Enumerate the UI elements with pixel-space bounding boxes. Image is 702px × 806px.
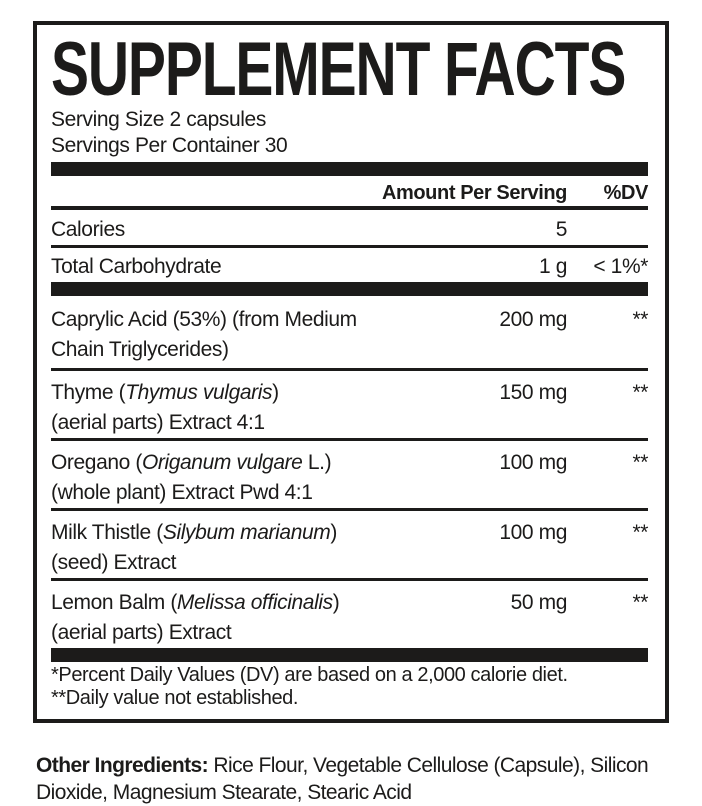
nutrient-name-suffix: ) — [332, 591, 340, 614]
nutrient-name: Calories — [51, 217, 337, 243]
label-title: SUPPLEMENT FACTS — [51, 27, 626, 112]
nutrient-dv: ** — [632, 591, 648, 614]
rule — [51, 438, 648, 441]
nutrient-name: Milk Thistle (Silybum marianum) (seed) E… — [51, 518, 337, 578]
rule — [51, 578, 648, 581]
nutrient-dv: ** — [632, 308, 648, 331]
nutrient-name-line2: (seed) Extract — [51, 551, 177, 574]
rule — [51, 508, 648, 511]
nutrient-amount: 1 g — [539, 255, 567, 278]
nutrient-latin-name: Silybum marianum — [162, 521, 331, 544]
divider-bar-middle — [51, 282, 648, 296]
rule — [51, 245, 648, 248]
nutrient-amount: 150 mg — [499, 381, 567, 404]
row-lemon-balm: Lemon Balm (Melissa officinalis) (aerial… — [51, 581, 648, 648]
nutrient-name-line1: Thyme (Thymus vulgaris) — [51, 378, 337, 408]
nutrient-name-line2: (aerial parts) Extract 4:1 — [51, 411, 265, 434]
nutrient-name-suffix: L.) — [302, 451, 332, 474]
nutrient-name: Total Carbohydrate — [51, 254, 337, 280]
divider-bar-bottom — [51, 648, 648, 662]
nutrient-latin-name: Melissa officinalis — [176, 591, 333, 614]
nutrient-name-suffix: ) — [330, 521, 337, 544]
nutrient-name-line1: Oregano (Origanum vulgare L.) — [51, 448, 337, 478]
nutrient-name-line2: (whole plant) Extract Pwd 4:1 — [51, 481, 313, 504]
row-thyme: Thyme (Thymus vulgaris) (aerial parts) E… — [51, 371, 648, 438]
row-caprylic-acid: Caprylic Acid (53%) (from Medium Chain T… — [51, 296, 648, 368]
footnote-daily-values: *Percent Daily Values (DV) are based on … — [51, 664, 568, 686]
rule-under-header — [51, 206, 648, 210]
nutrient-name: Lemon Balm (Melissa officinalis) (aerial… — [51, 588, 340, 648]
nutrient-amount: 100 mg — [499, 451, 567, 474]
nutrient-dv: ** — [632, 451, 648, 474]
row-total-carbohydrate: Total Carbohydrate 1 g < 1%* — [51, 248, 648, 282]
nutrient-amount: 200 mg — [499, 308, 567, 331]
nutrient-name-line1: Caprylic Acid (53%) (from Medium — [51, 305, 357, 335]
column-header-amount: Amount Per Serving — [381, 182, 567, 204]
divider-bar-top — [51, 162, 648, 176]
nutrient-name-suffix: ) — [272, 381, 279, 404]
nutrient-name: Caprylic Acid (53%) (from Medium Chain T… — [51, 305, 357, 365]
nutrient-amount: 100 mg — [499, 521, 567, 544]
other-ingredients-text: Rice Flour, Vegetable Cellulose (Capsule… — [36, 754, 649, 804]
row-calories: Calories 5 — [51, 210, 648, 245]
nutrient-dv: < 1%* — [593, 255, 648, 278]
nutrient-name-line2: (aerial parts) Extract — [51, 621, 232, 644]
nutrient-name-text: Calories — [51, 218, 125, 241]
nutrient-name: Oregano (Origanum vulgare L.) (whole pla… — [51, 448, 337, 508]
nutrient-latin-name: Thymus vulgaris — [125, 381, 273, 404]
nutrient-name-line1: Milk Thistle (Silybum marianum) — [51, 518, 337, 548]
row-oregano: Oregano (Origanum vulgare L.) (whole pla… — [51, 441, 648, 508]
nutrient-dv: ** — [632, 381, 648, 404]
serving-size: Serving Size 2 capsules — [51, 108, 266, 131]
facts-box: SUPPLEMENT FACTS Serving Size 2 capsules… — [33, 21, 669, 723]
nutrient-name-text: Milk Thistle ( — [51, 521, 163, 544]
nutrient-name-line1: Lemon Balm (Melissa officinalis) — [51, 588, 340, 618]
column-header-dv: %DV — [603, 182, 649, 204]
footnote-not-established: **Daily value not established. — [51, 687, 299, 709]
nutrient-dv: ** — [632, 521, 648, 544]
servings-per-container: Servings Per Container 30 — [51, 134, 288, 157]
nutrient-name-text: Lemon Balm ( — [51, 591, 177, 614]
nutrient-name-text: Caprylic Acid (53%) (from Medium — [51, 308, 357, 331]
nutrient-latin-name: Origanum vulgare — [141, 451, 303, 474]
other-ingredients: Other Ingredients: Rice Flour, Vegetable… — [36, 752, 678, 806]
row-milk-thistle: Milk Thistle (Silybum marianum) (seed) E… — [51, 511, 648, 578]
other-ingredients-label: Other Ingredients: — [36, 754, 209, 777]
nutrient-name-text: Thyme ( — [51, 381, 126, 404]
nutrient-name-line2: Chain Triglycerides) — [51, 338, 229, 361]
column-header-row: Amount Per Serving %DV — [51, 176, 648, 206]
nutrient-name-text: Total Carbohydrate — [51, 255, 222, 278]
nutrient-amount: 5 — [555, 218, 568, 241]
rule — [51, 368, 648, 371]
nutrient-amount: 50 mg — [510, 591, 568, 614]
nutrient-name-text: Oregano ( — [51, 451, 142, 474]
nutrient-name: Thyme (Thymus vulgaris) (aerial parts) E… — [51, 378, 337, 438]
